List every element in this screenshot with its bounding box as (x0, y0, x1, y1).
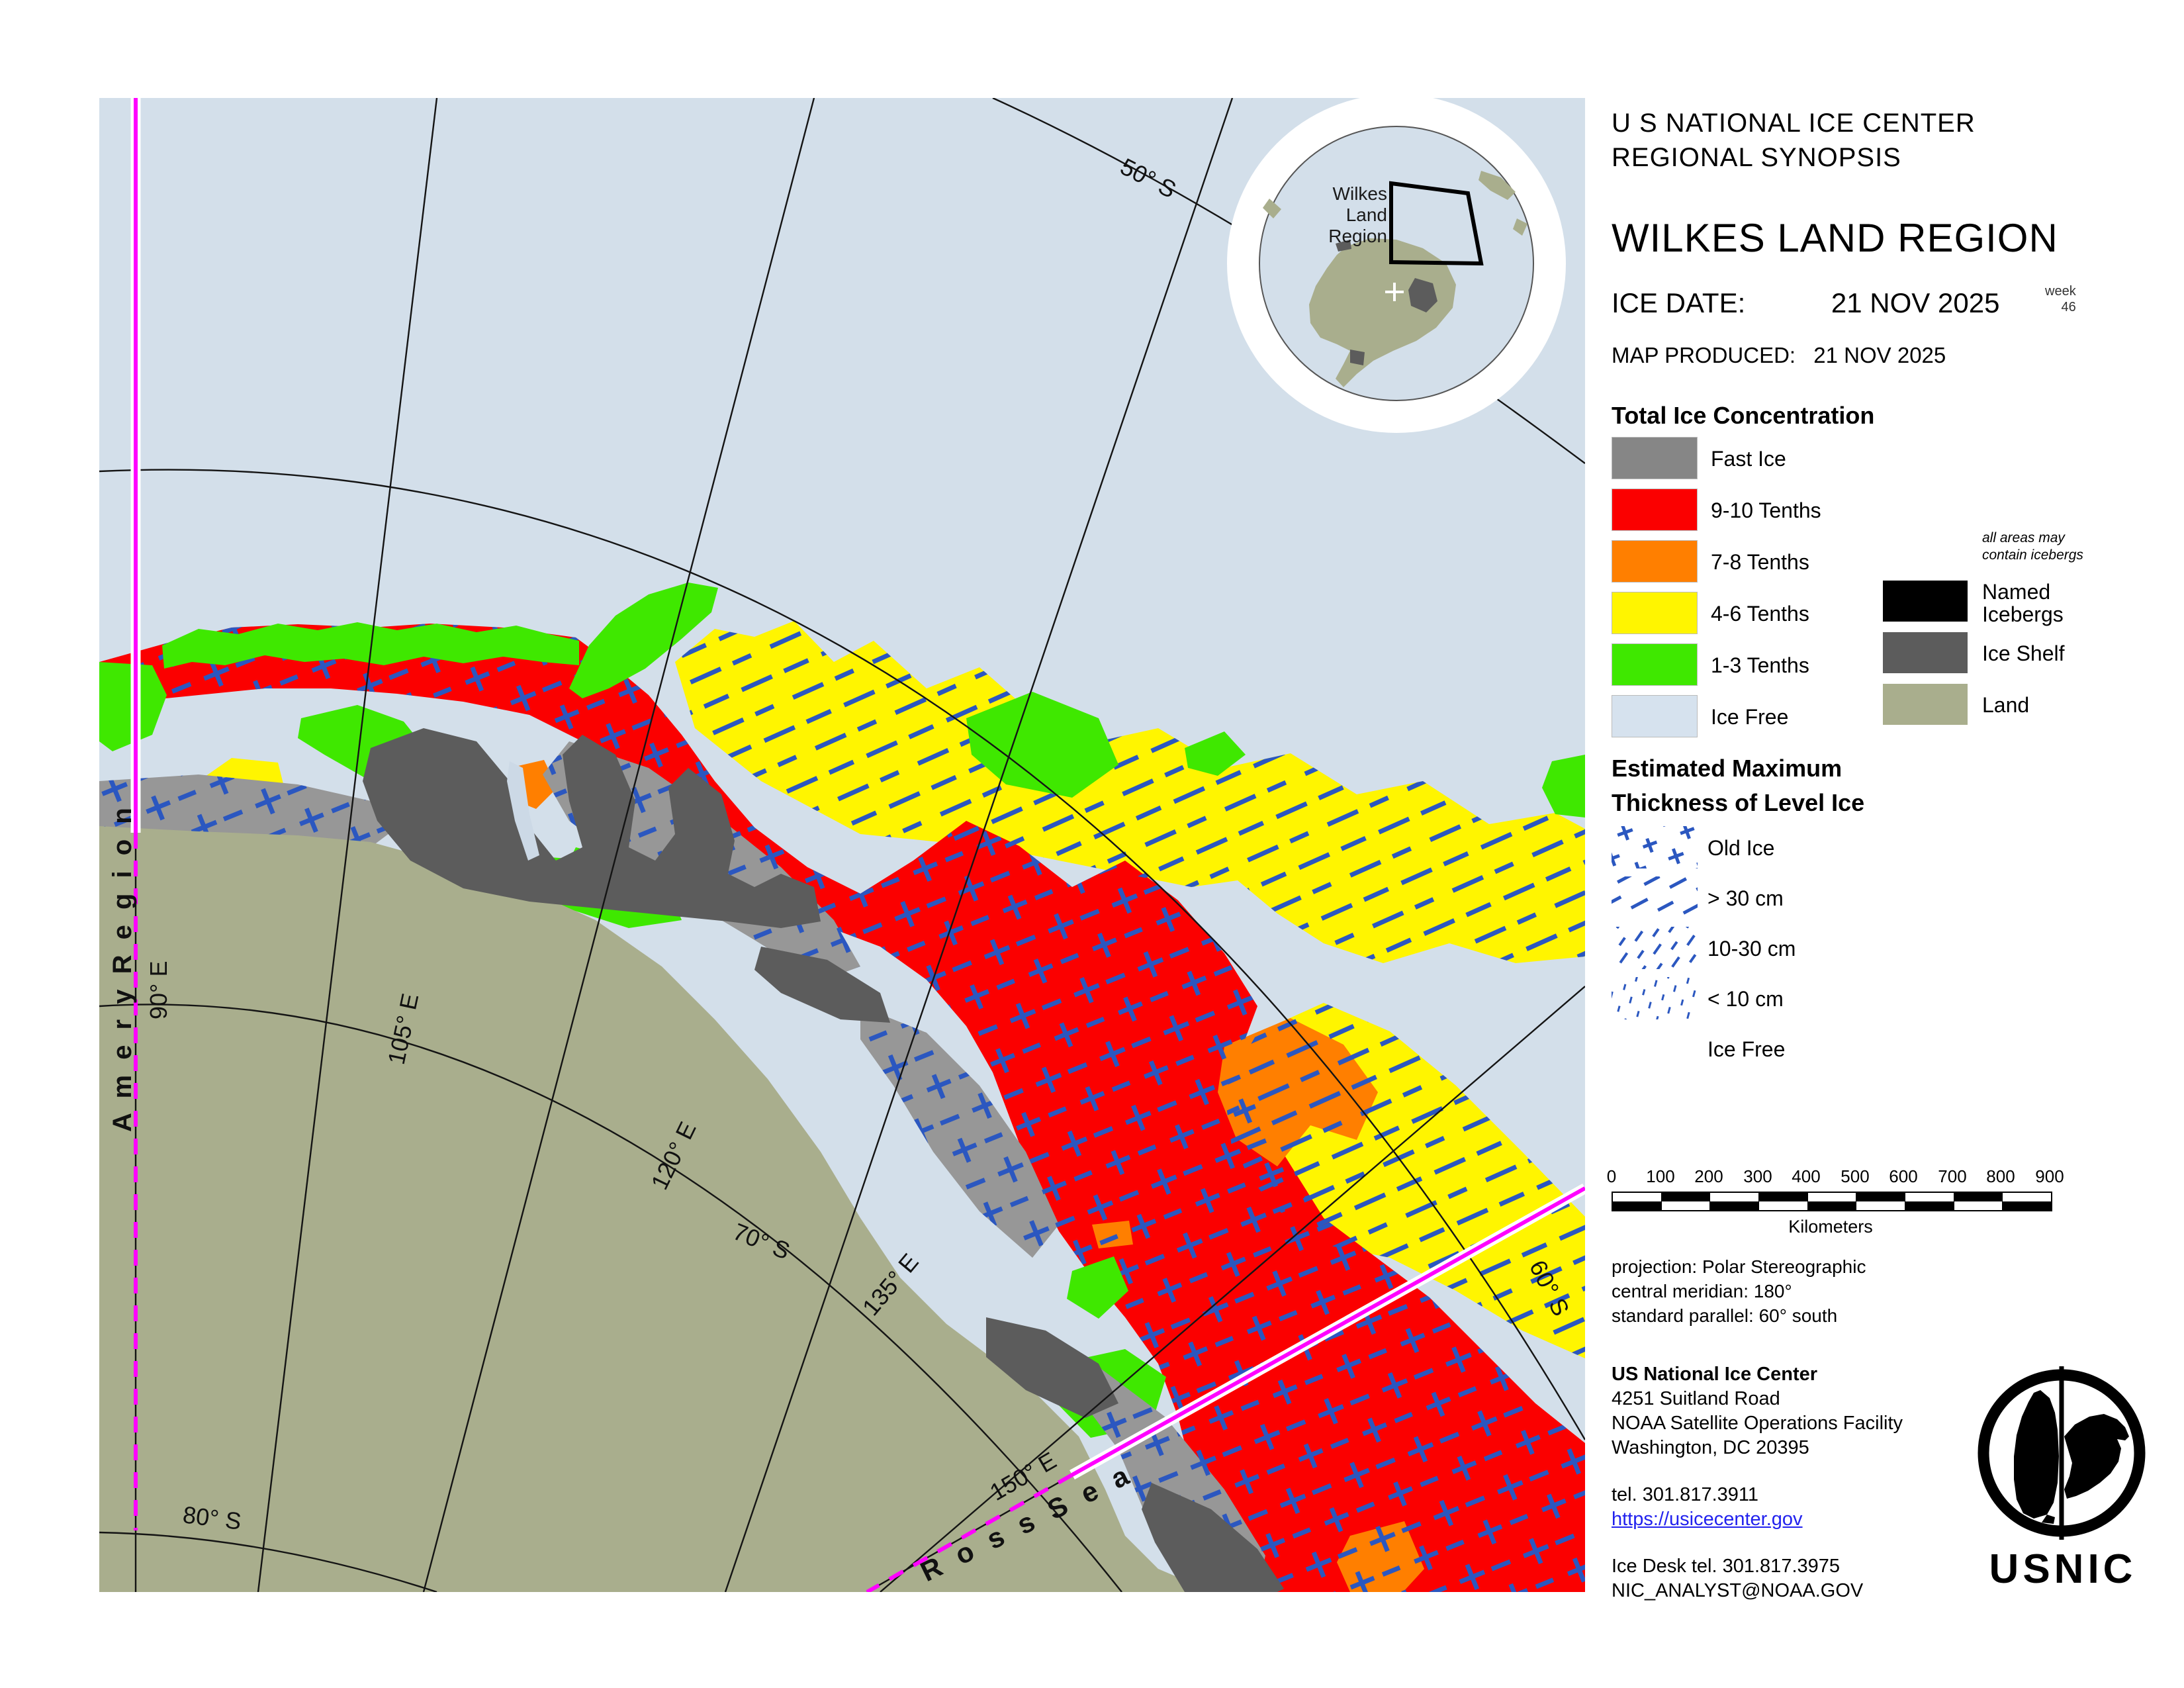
ice-date-value: 21 NOV 2025 (1831, 287, 2000, 318)
contact-tel: tel. 301.817.3911 (1612, 1484, 1758, 1505)
label-lt10cm: < 10 cm (1707, 987, 1784, 1011)
ice-shelf-patches (363, 728, 1284, 1592)
produced-value: 21 NOV 2025 (1813, 343, 1946, 367)
inset-label: Wilkes Land Region (1328, 183, 1387, 246)
projection-line2: central meridian: 180° (1612, 1281, 1792, 1301)
week-number: 46 (2061, 300, 2076, 314)
contact-org: US National Ice Center (1612, 1364, 1818, 1385)
label-4-6-tenths: 4-6 Tenths (1711, 602, 1809, 626)
label-named-icebergs: Named Icebergs (1982, 581, 2064, 626)
gt30cm-pattern-overlay-band (675, 621, 1585, 963)
svg-text:Land: Land (1346, 205, 1387, 225)
pattern-swatch-old-ice (1612, 826, 1698, 868)
projection-info: projection: Polar Stereographic central … (1612, 1254, 1866, 1328)
thickness-title-line1: Estimated Maximum (1612, 755, 1843, 782)
label-ice-free: Ice Free (1711, 705, 1789, 729)
contact-address1: 4251 Suitland Road (1612, 1388, 1780, 1409)
region-boundaries (130, 98, 1585, 1592)
map-produced-row: MAP PRODUCED: 21 NOV 2025 (1612, 343, 1946, 368)
inset-ice-shelves (1336, 240, 1437, 365)
inset-globe: Wilkes Land Region (1227, 94, 1566, 433)
gt30cm-pattern-overlay-lobe (1224, 1003, 1585, 1358)
swatch-fast-ice (1612, 437, 1698, 479)
label-land: Land (1982, 693, 2030, 717)
old-ice-pattern-overlay (99, 624, 1585, 1592)
amery-region-label: A m e r y R e g i o n (108, 804, 137, 1132)
produced-label: MAP PRODUCED: (1612, 343, 1796, 367)
swatch-land (1883, 684, 1968, 725)
label-7-8-tenths: 7-8 Tenths (1711, 550, 1809, 574)
swatch-1-3-tenths (1612, 643, 1698, 686)
scalebar (1612, 1192, 2052, 1211)
contact-block: US National Ice Center 4251 Suitland Roa… (1612, 1362, 1903, 1603)
polar-bear-icon (2064, 1414, 2129, 1499)
shelf-polynya (507, 761, 539, 861)
contact-ice-desk: Ice Desk tel. 301.817.3975 (1612, 1556, 1841, 1577)
penguin-icon (2014, 1390, 2059, 1524)
pattern-swatch-gt30 (1612, 876, 1698, 919)
label-1-3-tenths: 1-3 Tenths (1711, 653, 1809, 677)
label-ice-shelf: Ice Shelf (1982, 641, 2065, 665)
label-named: Named (1982, 580, 2051, 604)
contact-email: NIC_ANALYST@NOAA.GOV (1612, 1580, 1864, 1601)
label-10-30cm: 10-30 cm (1707, 937, 1796, 961)
land-area (99, 826, 1231, 1592)
week-badge: week 46 (2045, 283, 2076, 315)
pattern-swatch-10-30 (1612, 927, 1698, 969)
label-old-ice: Old Ice (1707, 836, 1775, 860)
usnic-logo-text: USNIC (1989, 1546, 2137, 1592)
region-title: WILKES LAND REGION (1612, 216, 2058, 260)
iceberg-note-line2: contain icebergs (1982, 547, 2083, 563)
iceberg-note: all areas may contain icebergs (1982, 530, 2083, 564)
agency-line2: REGIONAL SYNOPSIS (1612, 143, 1901, 172)
swatch-ice-free (1612, 695, 1698, 737)
label-icebergs: Icebergs (1982, 602, 2064, 626)
scalebar-ticks: 0 100 200 300 400 500 600 700 800 900 (1606, 1166, 2064, 1186)
agency-line1: U S NATIONAL ICE CENTER (1612, 109, 1976, 138)
usnic-logo (1962, 1364, 2161, 1589)
swatch-9-10-tenths (1612, 489, 1698, 531)
meridian-90-label: 90° E (145, 961, 172, 1019)
projection-line3: standard parallel: 60° south (1612, 1305, 1838, 1326)
label-9-10-tenths: 9-10 Tenths (1711, 498, 1821, 522)
scalebar-unit: Kilometers (1788, 1217, 1873, 1237)
agency-title: U S NATIONAL ICE CENTER REGIONAL SYNOPSI… (1612, 106, 1976, 175)
iceberg-note-line1: all areas may (1982, 530, 2065, 545)
label-fast-ice: Fast Ice (1711, 447, 1786, 471)
contact-address3: Washington, DC 20395 (1612, 1437, 1809, 1458)
inset-pole-cross (1385, 283, 1404, 301)
svg-text:Wilkes: Wilkes (1333, 183, 1387, 204)
ice-date-label: ICE DATE: (1612, 287, 1746, 318)
thickness-title-line2: Thickness of Level Ice (1612, 789, 1865, 816)
contact-url-link[interactable]: https://usicecenter.gov (1612, 1509, 1803, 1530)
label-thickness-ice-free: Ice Free (1707, 1037, 1786, 1061)
swatch-7-8-tenths (1612, 540, 1698, 583)
projection-line1: projection: Polar Stereographic (1612, 1256, 1866, 1277)
label-gt30cm: > 30 cm (1707, 886, 1784, 910)
swatch-ice-shelf (1883, 632, 1968, 673)
week-label: week (2045, 284, 2076, 299)
svg-text:Region: Region (1328, 226, 1387, 246)
swatch-4-6-tenths (1612, 592, 1698, 634)
legend-title: Total Ice Concentration (1612, 402, 1875, 429)
inset-region-box (1389, 181, 1484, 266)
contact-address2: NOAA Satellite Operations Facility (1612, 1413, 1903, 1434)
ice-date-row: ICE DATE: 21 NOV 2025 (1612, 287, 1999, 319)
swatch-named-icebergs (1883, 581, 1968, 622)
inset-antarctica (1309, 238, 1456, 387)
pattern-swatch-lt10 (1612, 977, 1698, 1019)
